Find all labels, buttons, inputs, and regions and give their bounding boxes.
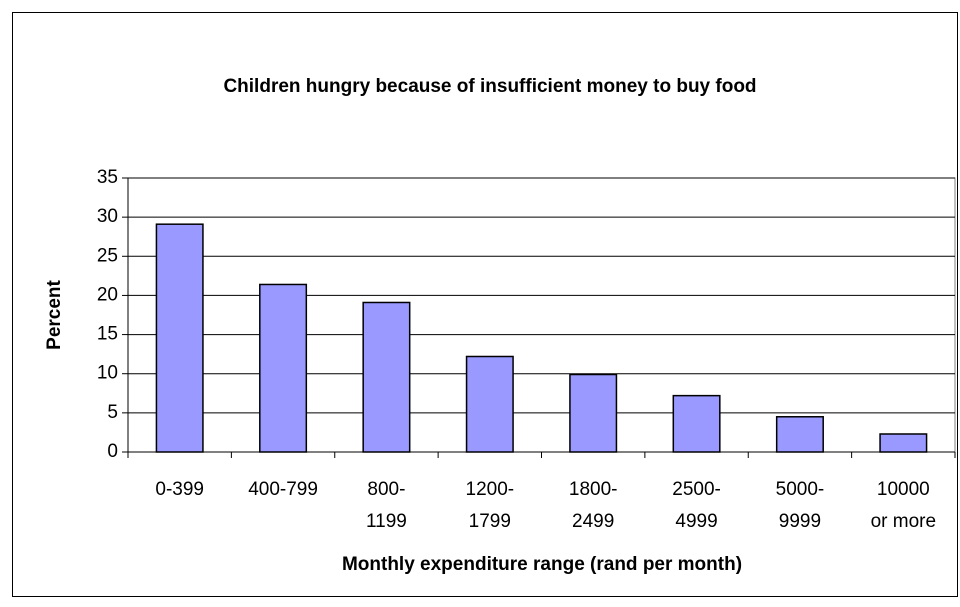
x-tick-label: 400-799 xyxy=(248,479,318,500)
x-tick-label: 10000 or more xyxy=(871,479,936,532)
y-tick-label: 5 xyxy=(107,402,118,423)
bar xyxy=(465,355,514,453)
y-tick-label: 15 xyxy=(97,324,118,345)
x-tick-label: 0-399 xyxy=(155,479,204,500)
bar xyxy=(259,283,308,453)
x-tick-label: 1800-2499 xyxy=(569,479,618,532)
y-tick-label: 35 xyxy=(97,167,118,188)
bar xyxy=(362,301,411,453)
bar xyxy=(672,394,721,453)
x-tick-label: 2500-4999 xyxy=(672,479,721,532)
y-tick-label: 25 xyxy=(97,245,118,266)
bar xyxy=(879,433,928,453)
y-tick-label: 20 xyxy=(97,284,118,305)
bar xyxy=(775,416,824,453)
x-tick-label: 5000-9999 xyxy=(776,479,825,532)
y-tick-label: 30 xyxy=(97,206,118,227)
x-tick-label: 1200-1799 xyxy=(466,479,515,532)
y-tick-label: 0 xyxy=(107,441,118,462)
bar xyxy=(155,223,204,453)
y-axis-label: Percent xyxy=(44,279,65,349)
x-tick-label: 800-1199 xyxy=(366,479,407,532)
bar xyxy=(569,373,618,453)
chart-title: Children hungry because of insufficient … xyxy=(223,76,756,97)
plot-area xyxy=(127,177,956,453)
y-tick-label: 10 xyxy=(97,363,118,384)
x-axis-label: Monthly expenditure range (rand per mont… xyxy=(342,554,742,575)
